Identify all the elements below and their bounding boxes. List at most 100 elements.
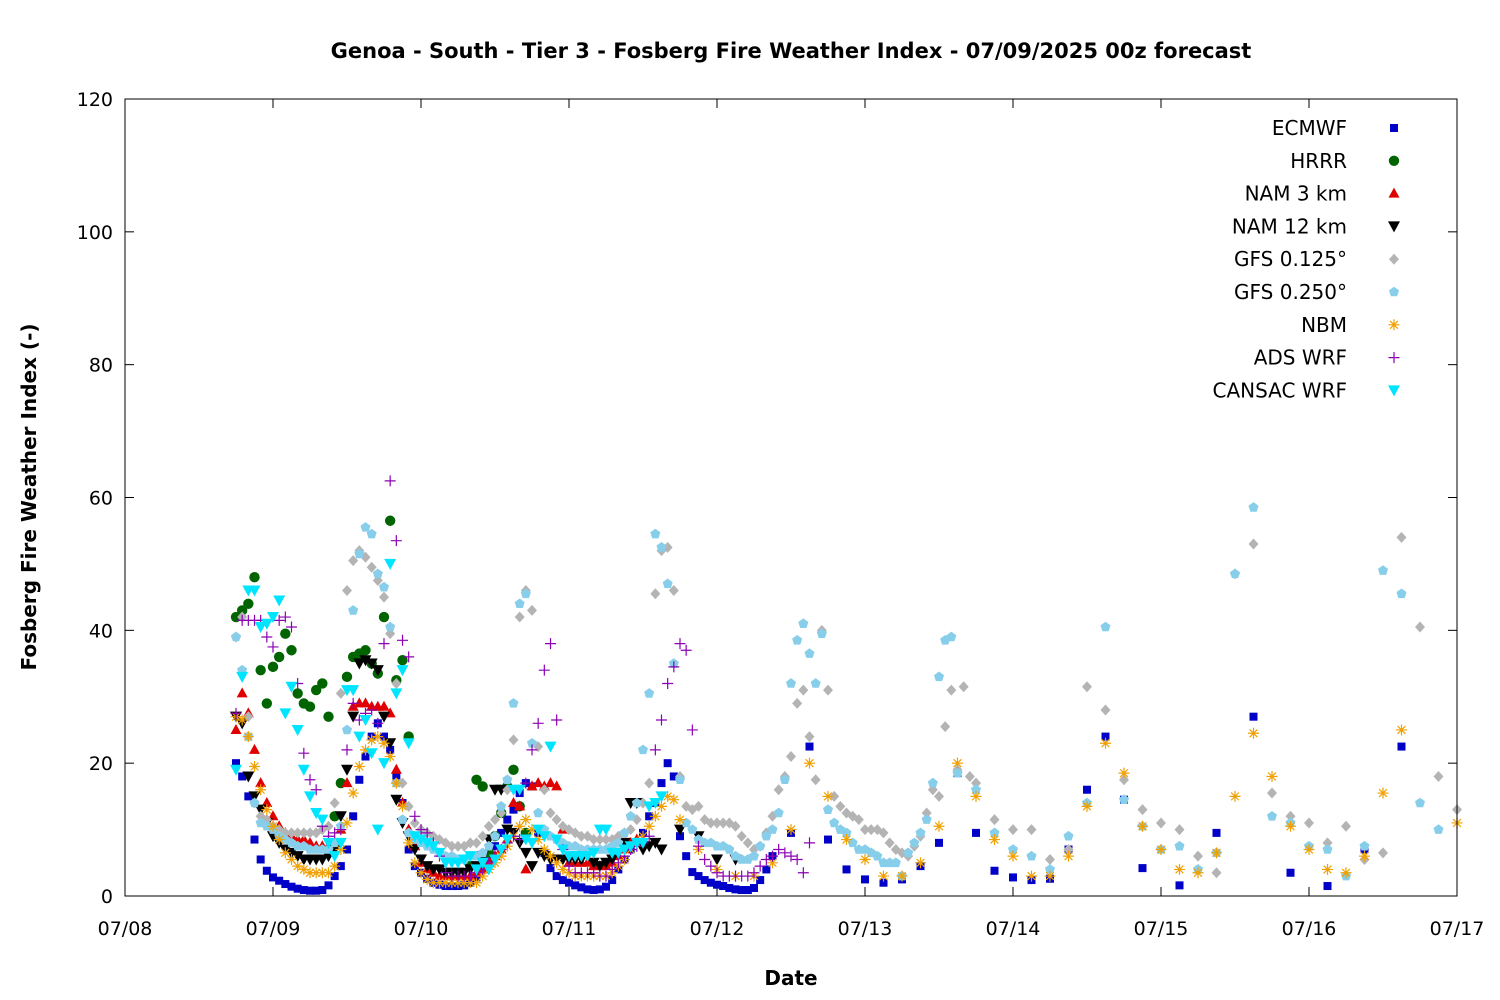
data-point <box>1303 844 1315 856</box>
data-point <box>341 777 353 788</box>
data-point <box>371 665 384 677</box>
data-point <box>1341 820 1351 832</box>
data-point <box>372 731 384 743</box>
data-point <box>384 558 397 570</box>
data-point <box>674 814 686 826</box>
data-point <box>297 764 310 776</box>
data-point <box>656 800 667 812</box>
data-point <box>1340 867 1352 879</box>
data-point <box>427 877 439 889</box>
data-point <box>341 764 353 776</box>
data-point <box>1063 844 1074 856</box>
data-point <box>649 837 662 849</box>
data-point <box>341 671 353 683</box>
data-point <box>1119 774 1129 786</box>
data-point <box>650 588 661 600</box>
data-point <box>859 853 871 865</box>
data-point <box>347 711 360 723</box>
data-point <box>804 648 815 658</box>
data-point <box>279 708 292 720</box>
data-point <box>310 784 322 796</box>
data-point <box>1192 867 1204 879</box>
data-point <box>1044 864 1056 874</box>
data-point <box>762 865 771 874</box>
data-point <box>1249 712 1258 721</box>
data-point <box>267 612 279 624</box>
data-point <box>668 661 680 673</box>
data-point <box>292 860 304 872</box>
data-point <box>767 850 778 862</box>
data-point <box>798 684 809 696</box>
data-point <box>379 591 389 603</box>
data-point <box>230 611 242 623</box>
data-point <box>927 777 938 788</box>
data-point <box>538 664 550 676</box>
data-point <box>298 827 309 839</box>
data-point <box>619 827 630 838</box>
legend-label: GFS 0.125° <box>1234 247 1347 271</box>
legend-label: NAM 3 km <box>1245 182 1347 206</box>
data-point <box>366 704 378 716</box>
data-point <box>600 857 612 869</box>
data-point <box>1359 850 1370 862</box>
data-point <box>491 842 499 851</box>
data-point <box>1323 882 1332 891</box>
data-point <box>254 622 267 634</box>
data-point <box>544 741 557 753</box>
data-point <box>1396 588 1407 599</box>
data-point <box>280 628 291 639</box>
data-point <box>497 828 506 837</box>
data-point <box>267 810 279 821</box>
data-point <box>952 767 963 778</box>
data-point <box>446 877 458 889</box>
data-point <box>829 817 840 828</box>
data-point <box>989 814 1000 826</box>
data-point <box>232 759 240 768</box>
data-point <box>724 844 735 854</box>
data-point <box>408 844 421 856</box>
data-point <box>514 820 526 832</box>
data-point <box>483 840 494 851</box>
data-point <box>286 645 297 656</box>
data-point <box>674 774 686 785</box>
data-point <box>731 885 740 894</box>
data-point <box>663 759 672 768</box>
data-point <box>378 581 390 592</box>
data-point <box>292 827 303 839</box>
data-point <box>1156 817 1166 829</box>
data-point <box>471 877 482 889</box>
data-point <box>489 830 501 841</box>
data-point <box>1063 830 1074 841</box>
data-point <box>236 687 248 698</box>
data-point <box>514 598 525 609</box>
data-point <box>1248 538 1259 550</box>
data-point <box>520 777 532 789</box>
data-point <box>600 824 612 836</box>
y-tick-label: 20 <box>89 753 113 775</box>
data-point <box>514 611 525 623</box>
data-point <box>496 801 507 811</box>
data-point <box>532 824 545 836</box>
data-points <box>230 475 1463 895</box>
data-point <box>946 684 957 696</box>
data-point <box>403 651 415 663</box>
data-point <box>490 814 500 826</box>
data-point <box>360 744 371 756</box>
data-point <box>261 797 273 808</box>
y-tick-label: 100 <box>77 222 113 244</box>
data-point <box>1267 787 1277 799</box>
data-point <box>335 824 347 836</box>
data-point <box>903 847 914 858</box>
data-point <box>594 834 605 846</box>
data-point <box>464 870 476 882</box>
data-point <box>989 827 1000 838</box>
data-point <box>465 837 476 849</box>
data-point <box>324 881 333 890</box>
data-point <box>446 840 457 852</box>
legend-label: HRRR <box>1290 149 1347 173</box>
data-point <box>453 840 463 852</box>
data-point <box>353 760 365 772</box>
data-point <box>909 837 920 848</box>
data-point <box>608 876 617 885</box>
